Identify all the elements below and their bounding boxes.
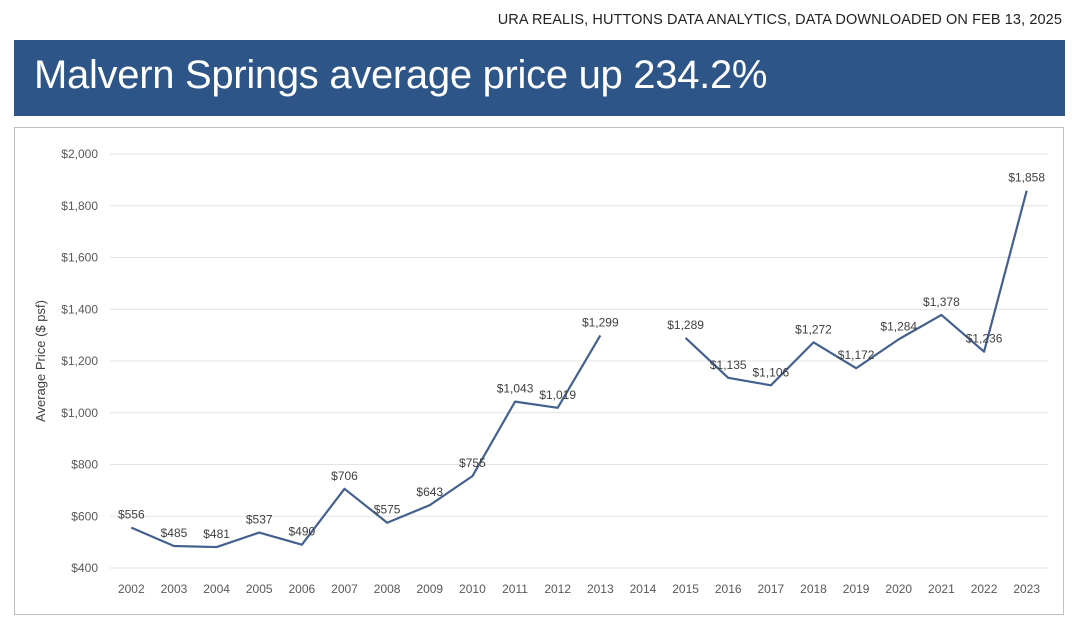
x-tick-label: 2019	[843, 582, 870, 596]
series-line	[130, 334, 602, 549]
source-note: URA REALIS, HUTTONS DATA ANALYTICS, DATA…	[497, 12, 1062, 28]
x-tick-label: 2010	[459, 582, 486, 596]
data-label: $1,135	[710, 358, 747, 372]
x-tick-label: 2023	[1013, 582, 1040, 596]
y-tick-label: $1,600	[61, 251, 98, 265]
data-label: $1,299	[582, 315, 619, 329]
title-banner: Malvern Springs average price up 234.2%	[14, 40, 1065, 116]
data-label: $485	[161, 526, 188, 540]
y-tick-label: $1,400	[61, 302, 98, 316]
x-tick-label: 2011	[502, 582, 528, 596]
x-tick-label: 2007	[331, 582, 358, 596]
x-tick-label: 2014	[630, 582, 657, 596]
data-label: $755	[459, 456, 486, 470]
data-label: $537	[246, 513, 273, 527]
y-axis-title: Average Price ($ psf)	[33, 300, 48, 422]
x-tick-label: 2008	[374, 582, 401, 596]
x-tick-label: 2022	[971, 582, 998, 596]
data-label: $1,272	[795, 322, 832, 336]
x-tick-label: 2012	[544, 582, 571, 596]
x-tick-label: 2017	[758, 582, 785, 596]
y-tick-label: $400	[71, 561, 98, 575]
x-tick-label: 2002	[118, 582, 145, 596]
x-tick-label: 2004	[203, 582, 230, 596]
data-label: $481	[203, 527, 230, 541]
x-tick-label: 2016	[715, 582, 742, 596]
data-label: $1,106	[753, 365, 790, 379]
data-label: $1,858	[1008, 171, 1045, 185]
data-label: $643	[416, 485, 443, 499]
chart-area: $400 $600 $800 $1,000 $1,200 $1,400 $1,600 $1,8…	[14, 127, 1064, 615]
x-tick-label: 2015	[672, 582, 699, 596]
x-tick-label: 2003	[161, 582, 188, 596]
data-label: $1,236	[966, 332, 1003, 346]
x-tick-label: 2013	[587, 582, 614, 596]
y-tick-label: $600	[71, 509, 98, 523]
x-tick-label: 2020	[885, 582, 912, 596]
y-tick-label: $2,000	[61, 147, 98, 161]
data-label: $556	[118, 508, 145, 522]
data-label: $490	[289, 525, 316, 539]
data-label: $1,284	[880, 319, 917, 333]
data-label: $1,019	[539, 388, 576, 402]
x-tick-label: 2021	[928, 582, 955, 596]
data-label: $1,043	[497, 382, 534, 396]
y-tick-label: $800	[71, 458, 98, 472]
data-label: $1,289	[667, 318, 704, 332]
data-label: $575	[374, 503, 401, 517]
x-tick-label: 2009	[416, 582, 443, 596]
x-tick-label: 2018	[800, 582, 827, 596]
y-tick-label: $1,000	[61, 406, 98, 420]
page-title: Malvern Springs average price up 234.2%	[34, 53, 768, 97]
x-tick-label: 2006	[289, 582, 316, 596]
data-label: $1,172	[838, 348, 875, 362]
y-tick-label: $1,800	[61, 199, 98, 213]
y-tick-label: $1,200	[61, 354, 98, 368]
x-tick-label: 2005	[246, 582, 273, 596]
data-label: $1,378	[923, 295, 960, 309]
line-chart: $400 $600 $800 $1,000 $1,200 $1,400 $1,600 $1,8…	[33, 147, 1048, 596]
data-label: $706	[331, 469, 358, 483]
